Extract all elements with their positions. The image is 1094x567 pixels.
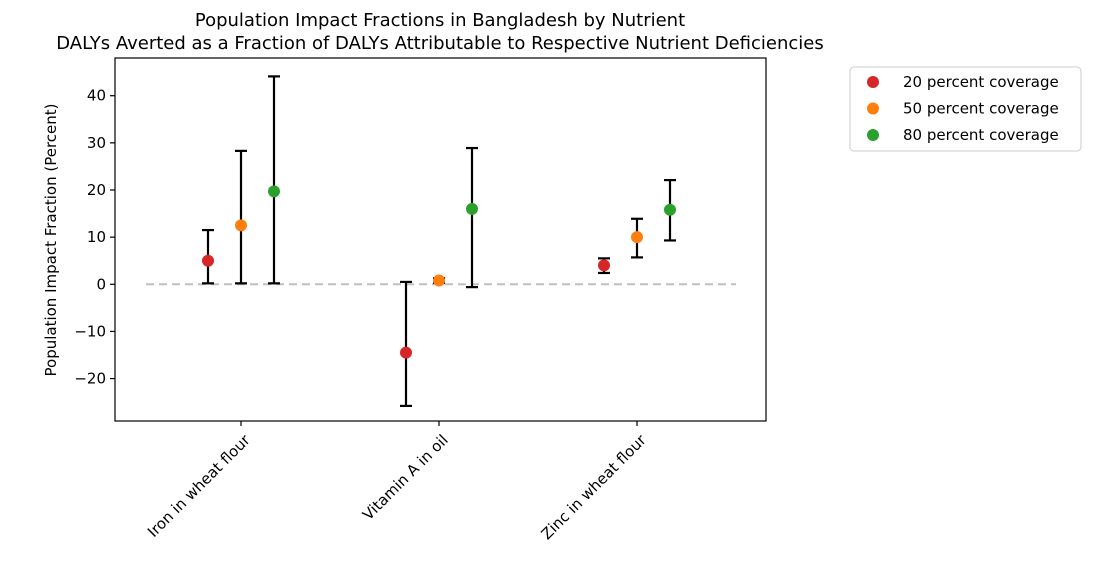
legend-marker	[867, 102, 879, 115]
plot-frame	[114, 57, 767, 422]
x-tick-label: Iron in wheat flour	[144, 430, 254, 540]
x-tick-label: Zinc in wheat flour	[538, 430, 651, 543]
data-point	[235, 219, 247, 232]
y-tick-label: 10	[87, 228, 106, 246]
y-tick-label: 0	[96, 275, 106, 293]
error-bar	[268, 75, 280, 285]
data-point	[598, 259, 610, 272]
data-point	[664, 203, 676, 216]
legend-label: 20 percent coverage	[903, 73, 1059, 91]
legend-frame	[849, 66, 1082, 152]
legend-marker	[867, 129, 879, 141]
data-point	[400, 346, 412, 359]
y-axis-label: Population Impact Fraction (Percent)	[42, 103, 60, 376]
data-point	[268, 185, 280, 198]
y-tick-label: −10	[74, 322, 106, 340]
y-tick-label: −20	[74, 370, 106, 388]
y-tick-label: 40	[87, 87, 106, 105]
data-point	[433, 274, 445, 287]
data-point	[202, 254, 214, 267]
error-bar	[466, 146, 478, 289]
chart-title: Population Impact Fractions in Banglades…	[195, 10, 685, 31]
error-bar	[235, 149, 247, 285]
data-point	[631, 231, 643, 244]
y-tick-label: 30	[87, 134, 106, 152]
legend-marker	[867, 76, 879, 88]
legend: 20 percent coverage 50 percent coverage 80…	[849, 66, 1082, 152]
error-bar	[400, 280, 412, 408]
x-tick-label: Vitamin A in oil	[359, 431, 452, 524]
data-point	[466, 202, 478, 215]
legend-label: 50 percent coverage	[903, 100, 1059, 118]
legend-label: 80 percent coverage	[903, 126, 1059, 144]
chart-subtitle: DALYs Averted as a Fraction of DALYs Att…	[56, 33, 823, 54]
y-tick-label: 20	[87, 181, 106, 199]
